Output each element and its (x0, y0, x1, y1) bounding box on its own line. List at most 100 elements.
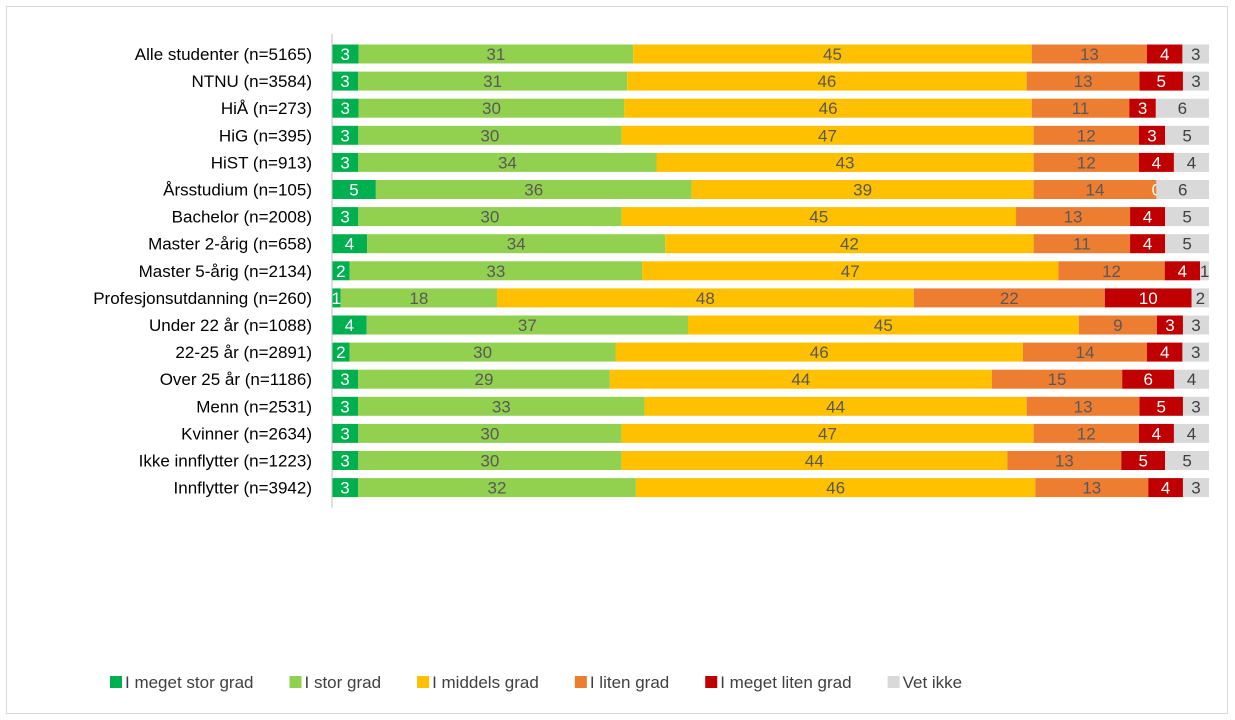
value-label: 12 (1077, 153, 1096, 172)
value-label: 33 (486, 262, 505, 281)
bar-segment (1200, 261, 1209, 281)
category-label: Profesjonsutdanning (n=260) (93, 289, 312, 308)
bar-segment (1139, 71, 1183, 91)
category-label: Innflytter (n=3942) (174, 479, 312, 498)
value-label: 47 (818, 126, 837, 145)
value-label: 42 (840, 235, 859, 254)
bar-segment (1130, 234, 1166, 254)
value-label: 29 (474, 370, 493, 389)
bar-segment (332, 152, 359, 172)
bar-segment (1078, 315, 1157, 335)
bar-segment (332, 288, 341, 308)
legend-swatch (574, 676, 587, 688)
value-label: 4 (345, 316, 354, 335)
value-label: 46 (810, 343, 829, 362)
bar-segment (1033, 423, 1139, 443)
value-label: 43 (836, 153, 855, 172)
bar-segment (1031, 98, 1130, 118)
value-label: 45 (874, 316, 893, 335)
category-label: Kvinner (n=2634) (181, 424, 312, 443)
value-label: 13 (1074, 72, 1093, 91)
bar-segment (1182, 44, 1209, 64)
bar-segment (349, 261, 643, 281)
value-label: 1 (332, 289, 341, 308)
value-label: 32 (488, 479, 507, 498)
bar-segment (1146, 44, 1183, 64)
value-label: 3 (340, 397, 349, 416)
value-label: 45 (823, 45, 842, 64)
bar-segment (349, 342, 616, 362)
bar-segment (1182, 478, 1209, 498)
bar-segment (1182, 396, 1209, 416)
bar-segment (635, 478, 1036, 498)
bar-segment (332, 180, 376, 199)
bar-segment (691, 180, 1034, 199)
value-label: 6 (1178, 181, 1187, 200)
bar-segment (332, 342, 350, 362)
value-label: 12 (1102, 262, 1121, 281)
value-label: 3 (340, 424, 349, 443)
bar-segment (332, 451, 359, 470)
bar-segment (358, 152, 657, 172)
bar-segment (627, 71, 1027, 91)
bar-segment (688, 315, 1079, 335)
value-label: 47 (818, 424, 837, 443)
bar-segment (913, 288, 1105, 308)
value-label: 47 (841, 262, 860, 281)
value-label: 31 (486, 45, 505, 64)
bar-segment (642, 261, 1059, 281)
bar-segment (615, 342, 1023, 362)
value-label: 30 (473, 343, 492, 362)
value-label: 34 (507, 235, 526, 254)
bar-segment (358, 125, 622, 145)
value-label: 44 (791, 370, 810, 389)
legend-label: I meget stor grad (125, 673, 254, 692)
category-label: Årsstudium (n=105) (163, 181, 312, 200)
bar-segment (1033, 152, 1139, 172)
category-label: NTNU (n=3584) (192, 72, 312, 91)
category-label: Menn (n=2531) (196, 397, 312, 416)
value-label: 4 (1187, 153, 1196, 172)
value-label: 33 (492, 397, 511, 416)
category-labels: Alle studenter (n=5165) NTNU (n=3584) HiÅ … (93, 45, 312, 498)
category-label: Bachelor (n=2008) (172, 208, 312, 227)
bar-segment (332, 234, 368, 254)
value-label: 5 (1157, 397, 1166, 416)
value-label: 4 (1143, 235, 1152, 254)
value-label: 4 (1160, 343, 1169, 362)
bar-segment (1035, 478, 1149, 498)
value-label: 4 (1187, 370, 1196, 389)
bar-segment (358, 451, 622, 470)
bar-segment (1164, 261, 1201, 281)
value-label: 3 (340, 479, 349, 498)
value-label: 46 (819, 99, 838, 118)
legend-label: I stor grad (305, 673, 382, 692)
category-label: HiST (n=913) (211, 153, 312, 172)
bar-segment (1165, 234, 1209, 254)
bar-segment (1165, 125, 1209, 145)
value-label: 13 (1080, 45, 1099, 64)
bar-segment (332, 315, 367, 335)
bar-segment (1165, 451, 1209, 470)
category-label: Master 5-årig (n=2134) (139, 262, 312, 281)
value-label: 3 (1191, 316, 1200, 335)
bar-segment (1033, 180, 1157, 199)
bar-segment (1156, 180, 1209, 199)
value-label: 4 (1143, 208, 1152, 227)
value-label: 44 (826, 397, 845, 416)
bar-segment (332, 261, 350, 281)
bar-segment (1016, 207, 1131, 227)
value-label: 2 (336, 343, 345, 362)
bar-segment (1165, 207, 1209, 227)
bar-segment (609, 369, 992, 389)
bar-segment (1121, 451, 1166, 470)
bar-segment (1156, 315, 1183, 335)
bar-segment (991, 369, 1123, 389)
value-label: 3 (1191, 479, 1200, 498)
bar-segment (1033, 125, 1139, 145)
bar-segment (496, 288, 914, 308)
bar-segment (1174, 369, 1209, 389)
value-label: 5 (349, 181, 358, 200)
value-label: 5 (1138, 452, 1147, 471)
legend-label: I meget liten grad (720, 673, 851, 692)
